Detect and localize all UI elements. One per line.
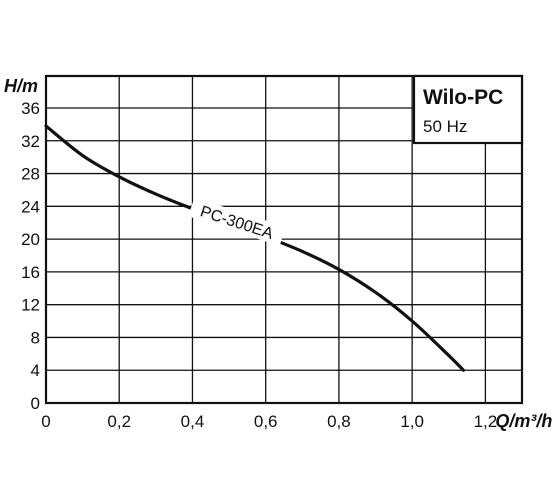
series-line-pc-300ea	[44, 124, 466, 372]
x-tick-label: 0	[41, 412, 50, 431]
legend-frame	[412, 74, 524, 145]
y-tick-label: 28	[21, 165, 40, 184]
grid-lines	[46, 76, 522, 403]
x-tick-label: 0,8	[327, 412, 351, 431]
chart-subtitle: 50 Hz	[423, 117, 467, 136]
legend-box: Wilo-PC 50 Hz	[412, 74, 524, 145]
series-label-bg	[188, 197, 286, 246]
series-layer: PC-300EA	[44, 124, 466, 372]
y-tick-label: 24	[21, 197, 40, 216]
x-tick-label: 1,2	[474, 412, 498, 431]
plot-frame	[44, 74, 524, 405]
series-label: PC-300EA	[198, 203, 275, 243]
x-tick-labels: 0 0,2 0,4 0,6 0,8 1,0 1,2	[41, 412, 497, 431]
y-tick-labels: 0 4 8 12 16 20 24 28 32 36	[21, 99, 40, 413]
chart-title: Wilo-PC	[423, 86, 503, 109]
y-tick-label: 0	[31, 394, 40, 413]
x-tick-label: 1,0	[400, 412, 424, 431]
y-axis-label: H/m	[4, 76, 38, 96]
x-tick-label: 0,2	[107, 412, 131, 431]
y-tick-label: 36	[21, 99, 40, 118]
x-tick-label: 0,4	[181, 412, 205, 431]
x-tick-label: 0,6	[254, 412, 278, 431]
x-axis-label: Q/m³/h	[495, 411, 552, 431]
y-tick-label: 4	[31, 361, 40, 380]
y-tick-label: 12	[21, 296, 40, 315]
y-tick-label: 16	[21, 263, 40, 282]
y-tick-label: 8	[31, 328, 40, 347]
y-tick-label: 32	[21, 132, 40, 151]
y-tick-label: 20	[21, 230, 40, 249]
